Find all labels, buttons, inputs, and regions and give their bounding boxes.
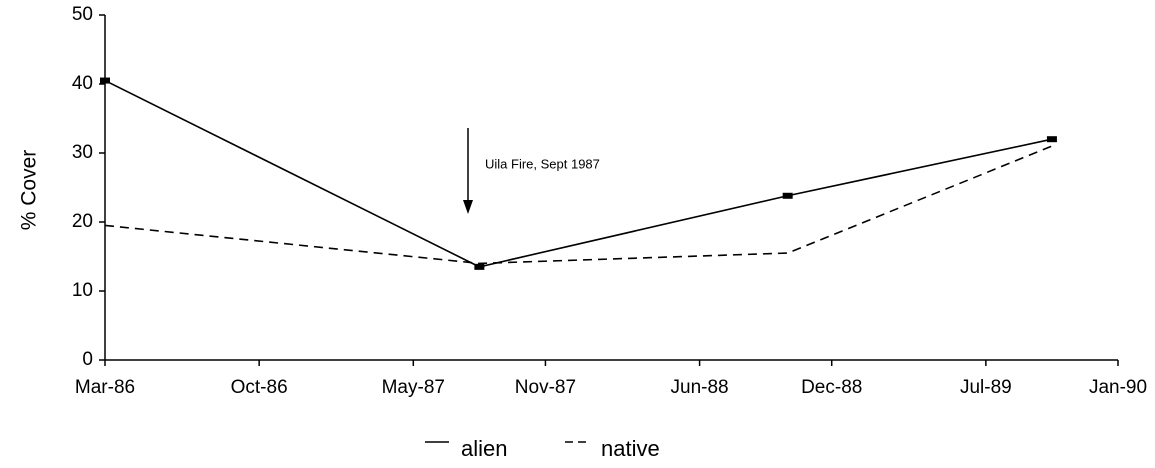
series-line xyxy=(104,145,1053,265)
point-marker xyxy=(782,192,793,199)
annotation: Uila Fire, Sept 1987 xyxy=(485,156,600,171)
point-marker xyxy=(1046,136,1057,143)
y-tick-label: 40 xyxy=(72,73,93,94)
y-tick-label: 10 xyxy=(72,280,93,301)
y-axis-label: % Cover xyxy=(18,150,41,231)
annotation-arrowhead xyxy=(463,200,473,214)
point-marker xyxy=(100,77,110,84)
legend-label: native xyxy=(601,436,660,461)
series-line xyxy=(104,79,1053,268)
y-tick-label: 0 xyxy=(82,349,93,370)
y-tick-label: 50 xyxy=(72,4,93,25)
x-tick-label: Jan-90 xyxy=(1089,377,1147,398)
x-tick-label: Mar-86 xyxy=(75,377,135,398)
x-tick-label: May-87 xyxy=(382,377,445,398)
x-tick-label: Jun-88 xyxy=(671,377,729,398)
y-tick-label: 30 xyxy=(72,142,93,163)
legend-label: alien xyxy=(461,436,507,461)
x-tick-label: Nov-87 xyxy=(515,377,576,398)
x-tick-label: Jul-89 xyxy=(960,377,1012,398)
x-tick-label: Dec-88 xyxy=(801,377,862,398)
y-tick-label: 20 xyxy=(72,211,93,232)
x-tick-label: Oct-86 xyxy=(231,377,288,398)
point-marker xyxy=(474,263,485,270)
